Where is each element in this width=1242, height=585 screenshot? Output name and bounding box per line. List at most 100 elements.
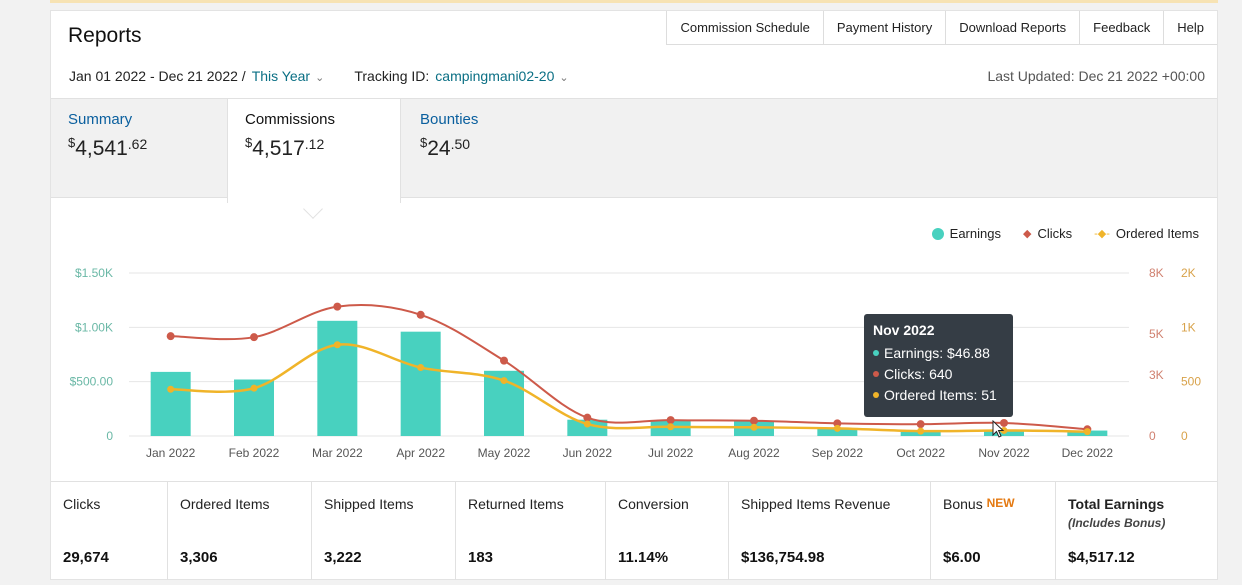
- tracking-id-value: campingmani02-20: [435, 68, 555, 84]
- ordered-items-point: [1000, 426, 1008, 434]
- date-range-label: Jan 01 2022 - Dec 21 2022 /: [69, 68, 246, 84]
- x-axis-label: Sep 2022: [812, 446, 864, 460]
- tooltip-ordered: Ordered Items: 51: [884, 386, 997, 403]
- tooltip-row-earnings: Earnings: $46.88: [873, 342, 1004, 363]
- earnings-bar: [317, 320, 358, 436]
- diamond-icon: ◆: [1022, 228, 1032, 240]
- period-value: This Year: [251, 68, 311, 84]
- stat-sublabel: (Includes Bonus): [1068, 516, 1166, 530]
- header-links: Commission Schedule Payment History Down…: [666, 11, 1217, 45]
- commission-schedule-link[interactable]: Commission Schedule: [666, 11, 823, 45]
- ordered-items-line: [170, 343, 1088, 433]
- stat-label: Shipped Items: [324, 496, 414, 512]
- earnings-dot-icon: [931, 227, 944, 240]
- stat-value: $4,517.12: [1068, 549, 1135, 566]
- x-axis-label: May 2022: [478, 446, 531, 460]
- earnings-bar: [817, 428, 858, 436]
- clicks-point: [333, 302, 342, 311]
- tooltip-clicks: Clicks: 640: [884, 365, 953, 382]
- right-outer-axis-tick: 8K: [1149, 266, 1164, 280]
- stat-label: Shipped Items Revenue: [741, 496, 891, 512]
- x-axis-label: Oct 2022: [896, 446, 945, 460]
- x-axis-label: Jul 2022: [648, 446, 694, 460]
- right-inner-axis-tick: 0: [1181, 429, 1188, 443]
- ordered-items-point: [1083, 428, 1091, 436]
- clicks-dot-icon: [873, 370, 879, 377]
- x-axis-label: Dec 2022: [1062, 446, 1114, 460]
- clicks-point: [666, 416, 675, 425]
- tracking-id-dropdown[interactable]: campingmani02-20 ⌄: [435, 68, 568, 84]
- diamond-icon: -◆-: [1094, 228, 1110, 240]
- clicks-line: [170, 304, 1088, 431]
- clicks-point: [750, 416, 758, 425]
- page-title: Reports: [68, 24, 142, 47]
- ordered-items-point: [667, 423, 675, 431]
- stat-label: Clicks: [63, 496, 101, 512]
- x-axis-label: Aug 2022: [728, 446, 780, 460]
- earnings-bar: [400, 331, 441, 436]
- ordered-items-point: [833, 424, 841, 432]
- tooltip-earnings: Earnings: $46.88: [884, 344, 990, 361]
- chevron-down-icon: ⌄: [312, 72, 325, 84]
- chart-tooltip: Nov 2022 Earnings: $46.88 Clicks: 640 Or…: [864, 314, 1013, 417]
- right-outer-axis-tick: 5K: [1149, 327, 1164, 341]
- chart-legend: Earnings ◆ Clicks -◆- Ordered Items: [931, 226, 1199, 241]
- help-link[interactable]: Help: [1163, 11, 1217, 45]
- mouse-cursor-icon: [992, 420, 1005, 438]
- x-axis-label: Apr 2022: [396, 446, 445, 460]
- ordered-items-point: [583, 420, 591, 428]
- tooltip-row-clicks: Clicks: 640: [873, 363, 1004, 384]
- ordered-items-point: [500, 377, 508, 385]
- ordered-items-point: [917, 427, 925, 435]
- stat-label: Conversion: [618, 496, 689, 512]
- payment-history-link[interactable]: Payment History: [822, 11, 946, 45]
- stat-conversion: Conversion 11.14%: [606, 482, 729, 580]
- legend-clicks[interactable]: ◆ Clicks: [1023, 226, 1072, 241]
- x-axis-label: Jun 2022: [563, 446, 613, 460]
- top-notice-strip: [50, 0, 1218, 3]
- stat-value: 3,306: [180, 549, 218, 566]
- clicks-point: [583, 413, 592, 422]
- legend-ordered-items[interactable]: -◆- Ordered Items: [1094, 226, 1199, 241]
- right-inner-axis-tick: 500: [1181, 375, 1201, 389]
- report-tabs: Summary $4,541.62 Commissions $4,517.12 …: [51, 98, 1217, 203]
- stat-returned-items: Returned Items 183: [456, 482, 606, 580]
- clicks-point: [916, 420, 925, 429]
- clicks-point: [166, 332, 175, 341]
- legend-label: Clicks: [1037, 226, 1073, 241]
- earnings-dot-icon: [873, 349, 879, 356]
- tab-label: Commissions: [245, 111, 336, 128]
- earnings-chart: 0 $500.00 $1.00K $1.50K 0 3K 5K 8K 0 500 1K 2K Jan 2…: [70, 266, 1202, 460]
- last-updated: Last Updated: Dec 21 2022 +00:00: [987, 68, 1205, 84]
- clicks-point: [833, 419, 842, 428]
- ordered-items-point: [417, 364, 425, 372]
- right-inner-axis-tick: 1K: [1181, 320, 1196, 334]
- tab-amount: $24.50: [420, 135, 471, 160]
- stat-shipped-items: Shipped Items 3,222: [312, 482, 456, 580]
- stat-value: 3,222: [324, 549, 362, 566]
- new-badge: NEW: [986, 496, 1015, 510]
- download-reports-link[interactable]: Download Reports: [945, 11, 1080, 45]
- stat-total-earnings: Total Earnings (Includes Bonus) $4,517.12: [1056, 482, 1217, 580]
- stat-value: 183: [468, 549, 494, 566]
- stat-shipped-revenue: Shipped Items Revenue $136,754.98: [729, 482, 931, 580]
- x-axis-label: Jan 2022: [146, 446, 196, 460]
- earnings-bar: [567, 419, 608, 436]
- tab-commissions[interactable]: Commissions $4,517.12: [227, 99, 401, 203]
- x-axis-label: Feb 2022: [229, 446, 280, 460]
- feedback-link[interactable]: Feedback: [1079, 11, 1164, 45]
- tab-bounties[interactable]: Bounties $24.50: [403, 99, 577, 197]
- x-axis-label: Nov 2022: [978, 446, 1030, 460]
- ordered-items-point: [333, 341, 341, 349]
- tab-amount: $4,541.62: [68, 135, 148, 160]
- legend-earnings[interactable]: Earnings: [931, 226, 1001, 241]
- filters-row: Jan 01 2022 - Dec 21 2022 / This Year ⌄ …: [69, 68, 569, 84]
- left-axis-tick: 0: [106, 429, 113, 443]
- right-outer-axis-tick: 3K: [1149, 368, 1164, 382]
- tab-summary[interactable]: Summary $4,541.62: [51, 99, 225, 197]
- stat-value: 11.14%: [618, 549, 669, 566]
- x-axis-label: Mar 2022: [312, 446, 363, 460]
- period-dropdown[interactable]: This Year ⌄: [252, 68, 325, 84]
- stat-label: Bonus NEW: [943, 496, 1015, 512]
- tooltip-row-ordered: Ordered Items: 51: [873, 384, 1004, 405]
